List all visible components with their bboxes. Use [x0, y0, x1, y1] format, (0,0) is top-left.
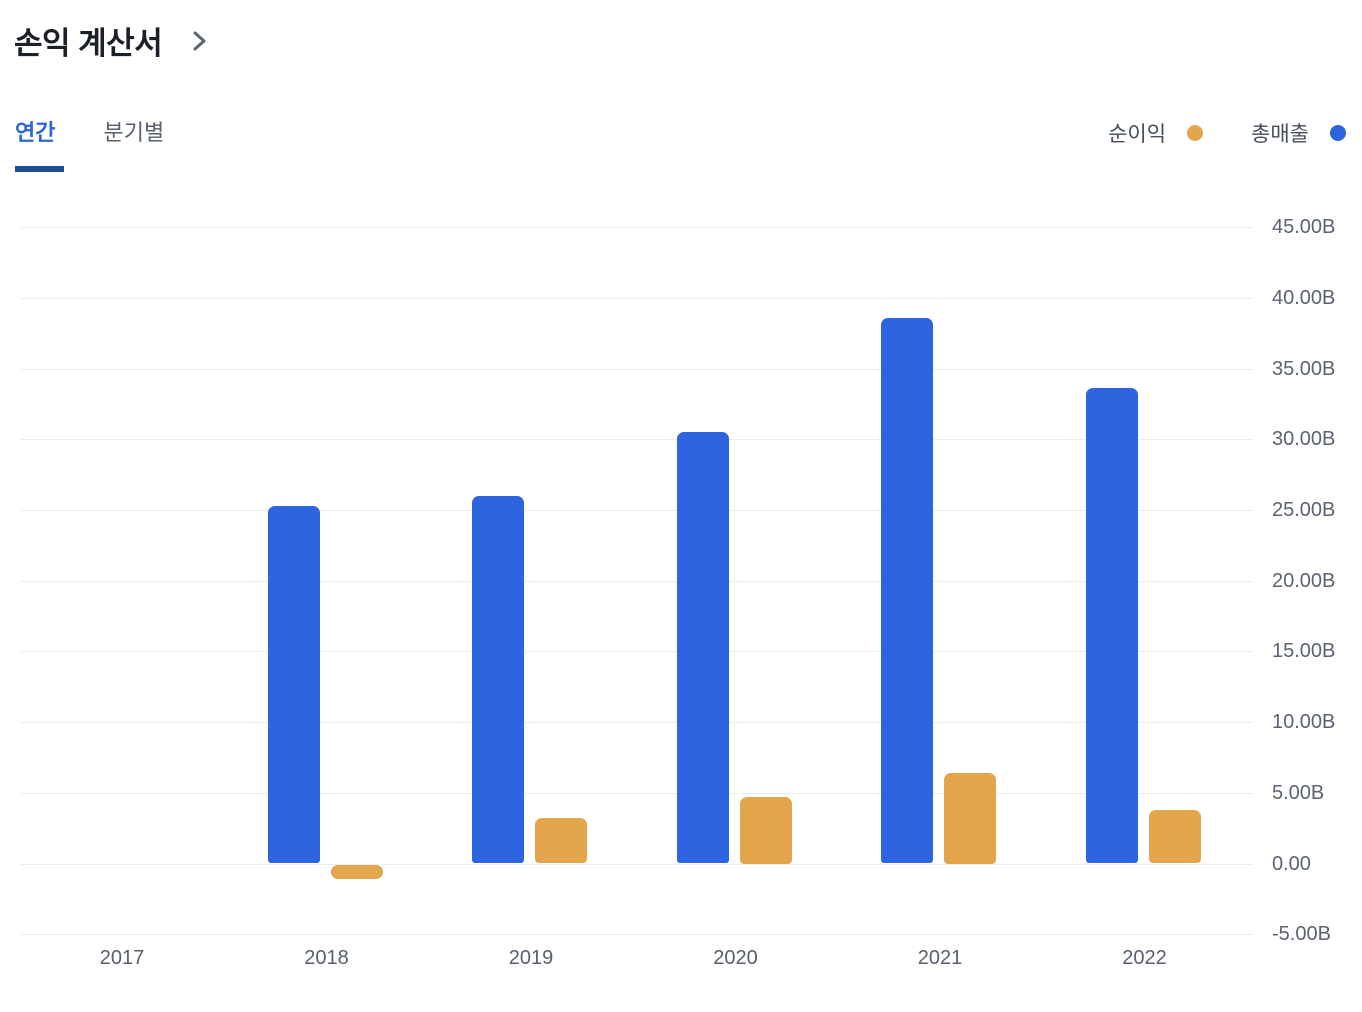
x-axis-label: 2022 — [1122, 947, 1167, 969]
chevron-right-icon[interactable] — [186, 28, 212, 54]
net-income-dot-icon — [1187, 125, 1204, 141]
y-axis-label: 0.00 — [1272, 852, 1311, 875]
gridline — [20, 439, 1253, 441]
tab-annual[interactable]: 연간 — [15, 120, 56, 145]
gridline — [20, 368, 1253, 370]
net-income-bar[interactable] — [944, 773, 996, 864]
revenue-dot-icon — [1330, 125, 1346, 141]
y-axis-label: 20.00B — [1272, 569, 1336, 592]
active-tab-indicator — [15, 166, 64, 172]
x-axis-label: 2019 — [508, 947, 554, 969]
gridline — [20, 580, 1253, 582]
revenue-bar[interactable] — [676, 432, 729, 864]
tab-quarterly[interactable]: 분기별 — [103, 120, 165, 145]
page-title: 손익 계산서 — [14, 26, 163, 61]
gridline — [20, 934, 1253, 936]
gridline — [20, 792, 1253, 794]
revenue-bar[interactable] — [267, 505, 320, 864]
chart-legend: 순이익 총매출 — [1108, 118, 1346, 148]
gridline — [20, 510, 1253, 511]
revenue-bar[interactable] — [1085, 388, 1138, 864]
net-income-bar[interactable] — [330, 864, 383, 879]
gridline — [20, 651, 1253, 653]
x-axis-label: 2021 — [917, 947, 963, 969]
period-tabs: 연간 분기별 — [15, 115, 164, 161]
gridline — [20, 863, 1253, 865]
y-axis-label: 10.00B — [1272, 711, 1336, 734]
gridline — [20, 722, 1253, 724]
y-axis-label: -5.00B — [1272, 923, 1331, 946]
y-axis-label: 45.00B — [1272, 216, 1336, 239]
y-axis-label: 15.00B — [1272, 640, 1336, 663]
revenue-bar[interactable] — [881, 317, 933, 864]
revenue-bar[interactable] — [472, 495, 524, 864]
gridline — [20, 297, 1253, 299]
y-axis-label: 5.00B — [1272, 781, 1325, 804]
x-axis-label: 2020 — [713, 947, 758, 969]
net-income-bar[interactable] — [739, 797, 792, 864]
legend-label-revenue: 총매출 — [1251, 123, 1309, 146]
y-axis-label: 30.00B — [1272, 428, 1336, 451]
y-axis-label: 40.00B — [1272, 286, 1336, 309]
widget-header: 손익 계산서 — [14, 18, 212, 63]
x-axis-label: 2018 — [304, 947, 349, 969]
x-axis-label: 2017 — [99, 947, 145, 969]
y-axis-label: 25.00B — [1272, 499, 1336, 521]
gridline — [20, 227, 1253, 229]
legend-item-net-income[interactable]: 순이익 — [1108, 118, 1204, 148]
legend-item-revenue[interactable]: 총매출 — [1251, 118, 1346, 148]
legend-label-net-income: 순이익 — [1108, 123, 1167, 146]
net-income-bar[interactable] — [1148, 809, 1201, 864]
net-income-bar[interactable] — [535, 818, 587, 864]
y-axis-label: 35.00B — [1272, 357, 1336, 380]
